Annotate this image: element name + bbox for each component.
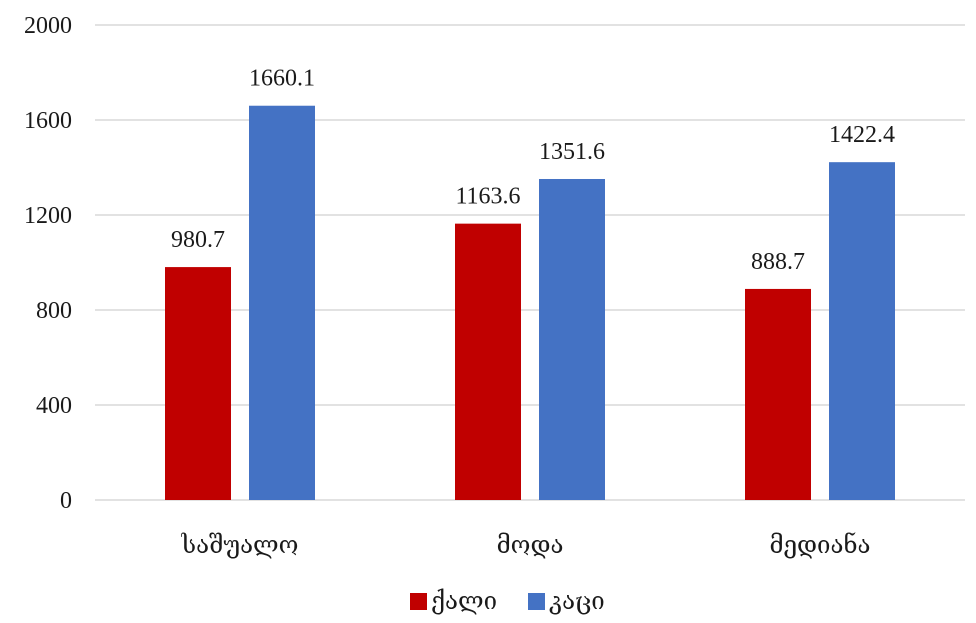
y-tick-label: 1200: [24, 203, 72, 229]
y-tick-label: 400: [36, 393, 72, 419]
y-tick-label: 800: [36, 298, 72, 324]
legend-label: ქალი: [431, 589, 497, 615]
bar-male: [249, 105, 315, 500]
data-label: 1422.4: [829, 122, 895, 148]
legend-label: კაცი: [549, 589, 605, 615]
bar-male: [829, 162, 895, 500]
x-category-label: მოდა: [497, 533, 564, 559]
legend-swatch: [410, 593, 427, 610]
bar-female: [745, 288, 811, 500]
bar-female: [455, 223, 521, 500]
bar-female: [165, 267, 231, 500]
gridlines: [95, 24, 965, 501]
y-tick-label: 2000: [24, 13, 72, 39]
data-label: 1163.6: [455, 184, 520, 210]
x-category-label: საშუალო: [181, 533, 299, 559]
data-label: 1351.6: [539, 139, 605, 165]
y-axis-ticks: 0 400 800 1200 1600 2000: [24, 13, 72, 514]
data-label: 980.7: [171, 227, 225, 253]
data-labels: 980.7 1660.1 1163.6 1351.6 888.7 1422.4: [171, 66, 895, 275]
legend-swatch: [528, 593, 545, 610]
x-axis-categories: საშუალო მოდა მედიანა: [181, 532, 871, 559]
data-label: 888.7: [751, 249, 805, 275]
bars: [165, 105, 895, 500]
legend: ქალი კაცი: [410, 589, 605, 615]
y-tick-label: 0: [60, 488, 72, 514]
data-label: 1660.1: [249, 66, 315, 92]
y-tick-label: 1600: [24, 108, 72, 134]
bar-male: [539, 178, 605, 500]
x-category-label: მედიანა: [770, 532, 871, 559]
